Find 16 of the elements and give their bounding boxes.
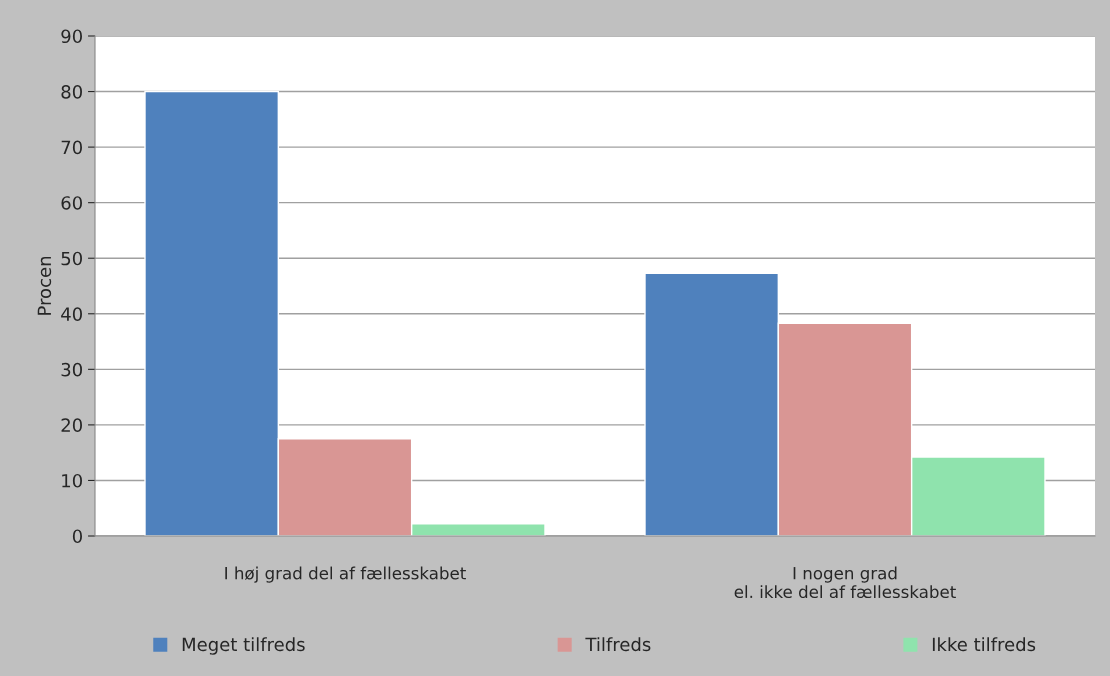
y-tick-label: 40	[61, 307, 82, 321]
y-tick-label: 80	[61, 85, 82, 99]
y-tick-label: 70	[61, 140, 82, 155]
x-tick-label: I høj grad del af fællesskabet	[225, 566, 466, 583]
legend-label: Meget tilfreds	[182, 637, 305, 655]
y-tick-label: 30	[61, 362, 82, 377]
y-tick-label: 20	[61, 418, 82, 433]
y-tick-label: 60	[61, 196, 82, 210]
y-tick-label: 50	[61, 251, 82, 266]
legend-label: Tilfreds	[585, 637, 651, 652]
y-axis-title: Procen	[37, 256, 52, 315]
legend-label: Ikke tilfreds	[932, 637, 1036, 652]
y-tick-label: 0	[72, 529, 82, 544]
x-tick-label: I nogen grad el. ikke del af fællesskabet	[734, 566, 956, 599]
y-tick-label: 10	[62, 473, 82, 488]
y-tick-label: 90	[61, 29, 82, 44]
